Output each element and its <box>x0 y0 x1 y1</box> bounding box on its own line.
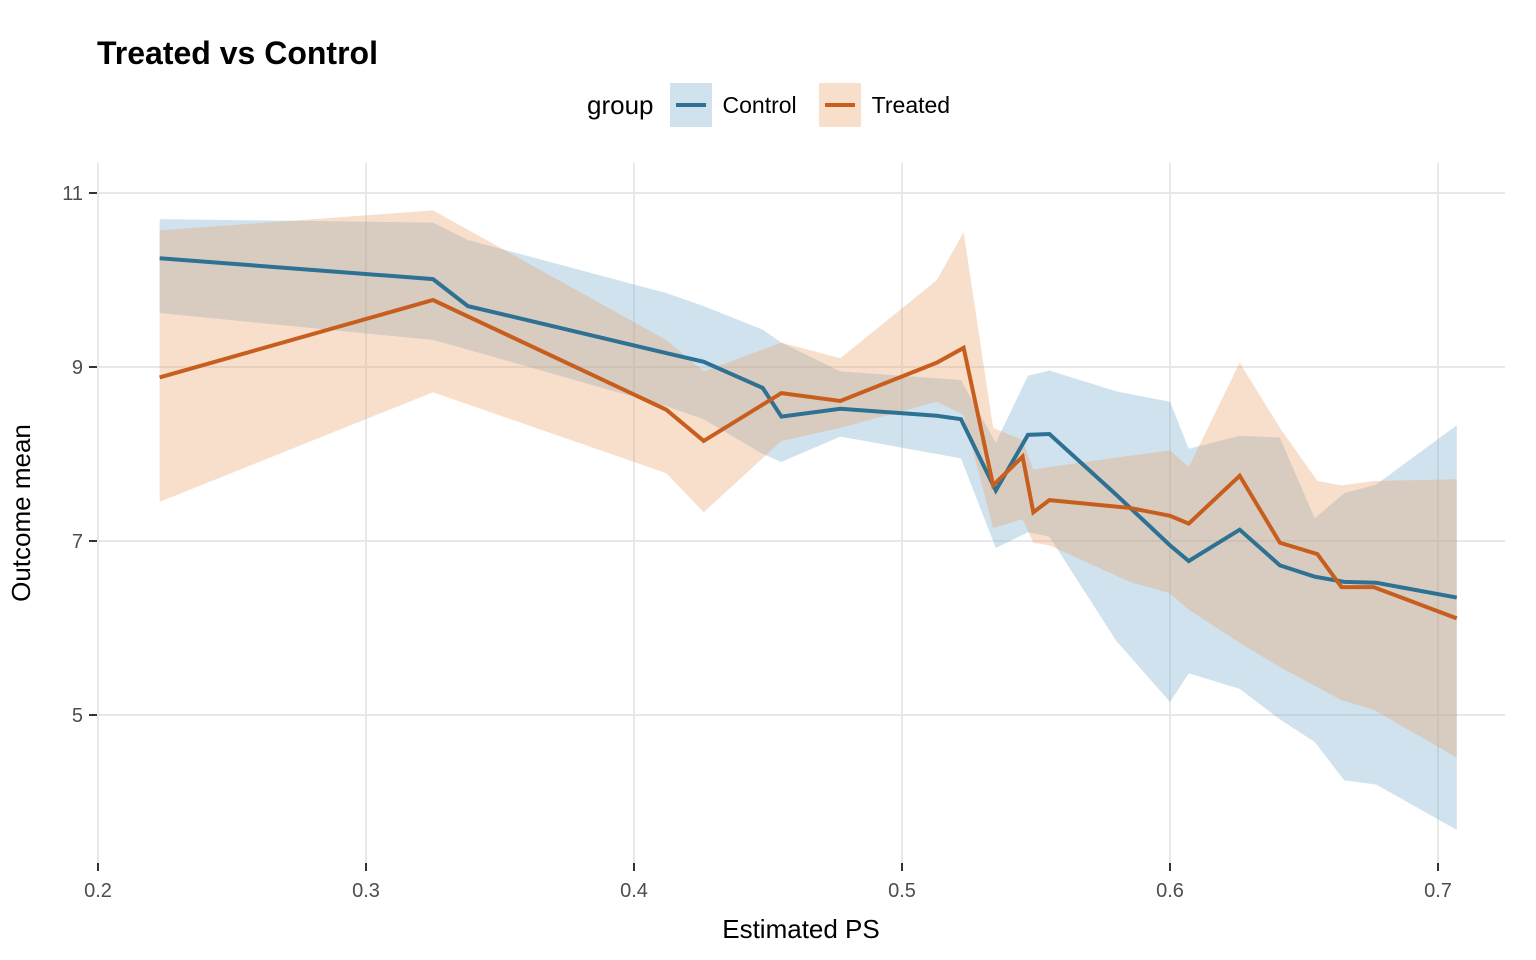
ribbon-control <box>159 219 1457 830</box>
y-tick-label: 7 <box>72 531 83 553</box>
ribbon-treated <box>159 210 1457 758</box>
y-tick-label: 9 <box>72 357 83 379</box>
legend: group Control Treated <box>587 82 972 128</box>
control-line-swatch-icon <box>675 103 706 107</box>
line-control <box>159 256 1458 600</box>
x-tick-label: 0.5 <box>888 880 916 902</box>
y-axis-title: Outcome mean <box>6 424 36 602</box>
x-tick-label: 0.3 <box>352 880 380 902</box>
y-tick-label: 11 <box>62 183 83 205</box>
x-tick-label: 0.2 <box>84 880 112 902</box>
x-tick-label: 0.4 <box>620 880 648 902</box>
legend-label-treated: Treated <box>871 91 951 118</box>
chart-title: Treated vs Control <box>97 35 378 72</box>
y-tick-label: 5 <box>72 705 83 727</box>
legend-key-control <box>669 83 712 127</box>
legend-key-treated <box>818 83 861 127</box>
treated-line-swatch-icon <box>824 103 855 107</box>
x-tick-label: 0.6 <box>1156 880 1184 902</box>
line-treated <box>159 297 1458 621</box>
legend-label-control: Control <box>722 91 797 118</box>
x-tick-label: 0.7 <box>1424 880 1452 902</box>
legend-title: group <box>587 89 654 120</box>
x-axis-title: Estimated PS <box>722 914 880 944</box>
